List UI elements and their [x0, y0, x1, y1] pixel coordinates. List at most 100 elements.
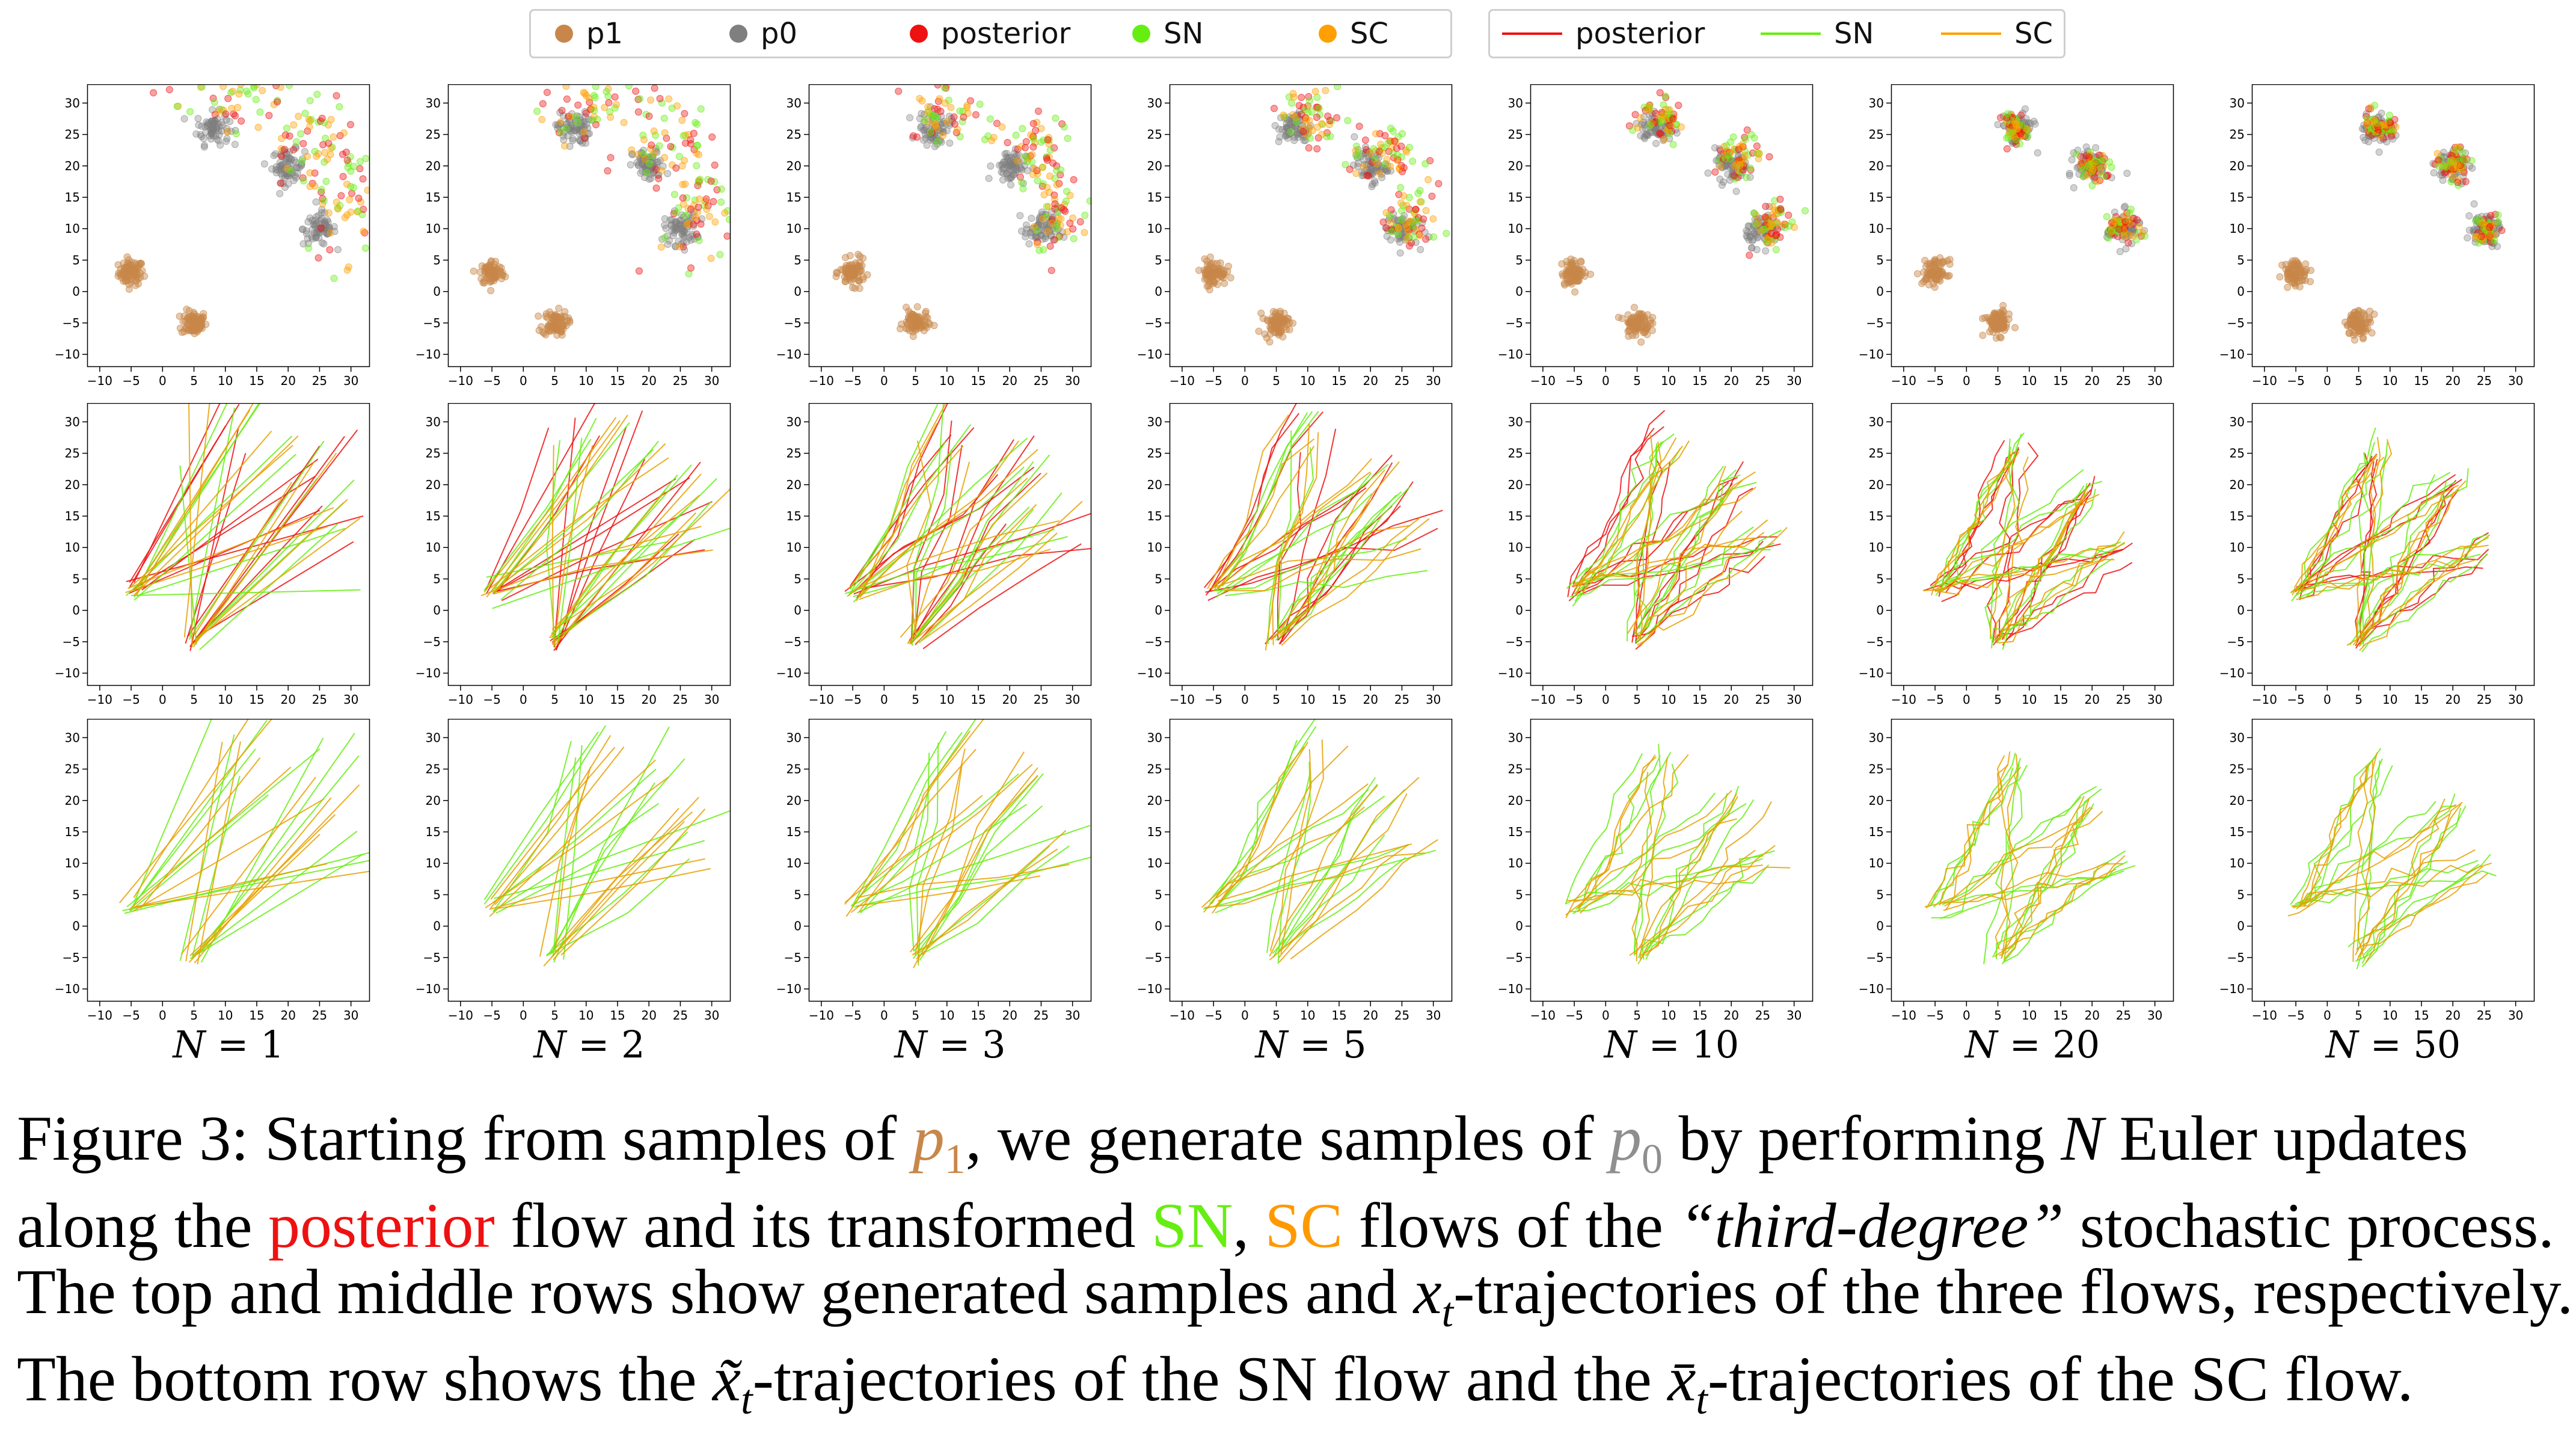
- p1-point: [481, 280, 488, 286]
- y-tick-label: 10: [1147, 856, 1162, 870]
- p1-point: [1946, 272, 1952, 279]
- sc-point: [1637, 114, 1643, 121]
- y-tick-label: 20: [787, 159, 802, 173]
- sc-trajectory: [128, 508, 334, 588]
- x-tick-label: 15: [2414, 692, 2429, 707]
- x-tick-label: 10: [1661, 692, 1676, 707]
- y-tick-label: 25: [787, 446, 802, 461]
- x-tick-label: 20: [1723, 374, 1738, 388]
- x-tick-label: 20: [1363, 374, 1378, 388]
- posterior-point: [1030, 144, 1037, 150]
- legend-label: posterior: [941, 17, 1070, 51]
- posterior-point: [1298, 94, 1305, 100]
- p0-point: [1007, 167, 1014, 174]
- sn-point: [300, 177, 307, 184]
- posterior-point: [1768, 230, 1774, 237]
- x-tick-label: −10: [1530, 692, 1556, 707]
- x-tick-label: 25: [2477, 374, 2492, 388]
- p1-point: [2296, 263, 2303, 270]
- y-tick-label: −10: [1137, 347, 1162, 362]
- x-tick-label: −5: [122, 692, 140, 707]
- x-tick-label: 5: [1272, 1008, 1280, 1023]
- sc-point: [2393, 123, 2399, 130]
- posterior-point: [539, 100, 546, 107]
- p1-point: [847, 272, 854, 278]
- y-tick-label: −5: [784, 316, 802, 330]
- sn-trajectory: [1216, 494, 1372, 598]
- p0-point: [1642, 135, 1648, 142]
- sc-point: [327, 230, 334, 236]
- sn-point: [1034, 177, 1041, 184]
- sn-point: [646, 160, 652, 167]
- posterior-point: [657, 95, 663, 102]
- trajectory-lines: [481, 403, 737, 651]
- sn-point: [1394, 152, 1401, 158]
- x-tick-label: 15: [1692, 692, 1707, 707]
- sn-point: [1019, 125, 1026, 132]
- p1-point: [559, 331, 565, 338]
- y-tick-label: 10: [65, 540, 80, 555]
- sn-point: [1013, 132, 1019, 138]
- y-tick-label: 0: [433, 919, 441, 934]
- y-tick-label: 20: [1147, 478, 1162, 492]
- y-tick-label: 0: [2237, 603, 2245, 618]
- x-tick-label: 0: [159, 1008, 167, 1023]
- posterior-point: [1030, 120, 1037, 127]
- posterior-point: [2486, 224, 2493, 231]
- sc-point: [2381, 122, 2387, 128]
- y-tick-label: 30: [65, 730, 80, 745]
- x-tick-label: −10: [2252, 374, 2277, 388]
- sn-point: [589, 117, 596, 124]
- y-tick-label: 20: [1869, 159, 1884, 173]
- sc-point: [1040, 164, 1046, 170]
- x-tick-label: −10: [2252, 692, 2277, 707]
- x-tick-label: 5: [912, 1008, 919, 1023]
- sc-point: [1044, 184, 1050, 191]
- posterior-point: [724, 233, 731, 239]
- sc-point: [305, 116, 312, 123]
- p0-point: [1369, 183, 1375, 190]
- y-tick-label: 15: [65, 825, 80, 839]
- p1-point: [2369, 330, 2375, 336]
- sc-point: [1634, 125, 1641, 131]
- sc-point: [1396, 225, 1402, 232]
- y-tick-label: 15: [1147, 190, 1162, 205]
- y-tick-label: 10: [1508, 540, 1523, 555]
- sc-point: [1319, 120, 1325, 127]
- y-tick-label: −5: [1866, 316, 1884, 330]
- p0-point: [223, 138, 230, 144]
- sn-point: [1802, 208, 1809, 214]
- plot-area: [1914, 106, 2148, 342]
- x-tick-label: 15: [610, 692, 625, 707]
- posterior-point: [1391, 138, 1398, 144]
- x-tick-label: 20: [2084, 374, 2099, 388]
- y-tick-label: 20: [1508, 478, 1523, 492]
- sc-point: [255, 124, 262, 131]
- p1-point: [141, 273, 148, 280]
- sc-point: [1403, 236, 1410, 242]
- posterior-point: [266, 112, 272, 118]
- y-tick-label: 0: [433, 285, 441, 299]
- p0-point: [2440, 177, 2446, 183]
- x-tick-label: 5: [190, 692, 198, 707]
- plot-frame: [2252, 404, 2535, 686]
- sc-point: [1423, 208, 1429, 214]
- x-tick-label: 10: [578, 374, 593, 388]
- posterior-point: [711, 162, 718, 168]
- y-tick-label: 20: [426, 478, 441, 492]
- plot-area: [470, 84, 732, 339]
- x-tick-label: 30: [2508, 692, 2523, 707]
- sc-point: [581, 129, 587, 135]
- posterior-point: [1753, 143, 1760, 149]
- sc-point: [1717, 164, 1723, 170]
- sc-point: [658, 244, 664, 250]
- posterior-point: [913, 134, 920, 140]
- plot-area: [845, 403, 1097, 649]
- p1-point: [492, 258, 499, 265]
- sn-point: [695, 180, 702, 186]
- x-tick-label: 10: [2022, 374, 2037, 388]
- p0-point: [193, 131, 200, 137]
